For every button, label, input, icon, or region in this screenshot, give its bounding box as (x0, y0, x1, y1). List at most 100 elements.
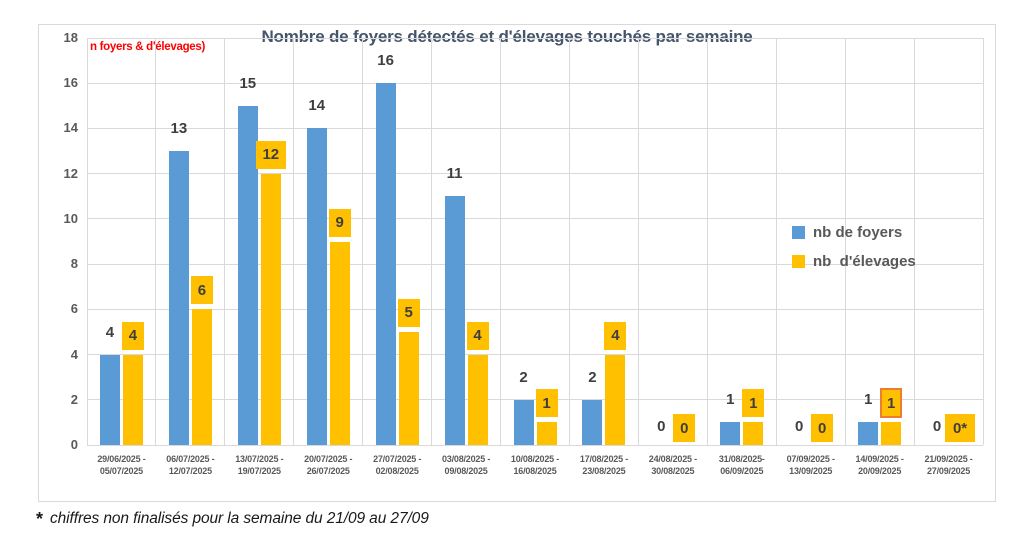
grid-vline (568, 38, 570, 445)
category-label: 13/07/2025 - 19/07/2025 (225, 453, 293, 477)
grid-hline (87, 173, 983, 175)
value-label-foyers: 16 (377, 52, 394, 70)
bar-foyers (444, 196, 465, 445)
category-label-line: 30/08/2025 (651, 466, 695, 476)
value-label-elevages: 0 (811, 414, 834, 442)
category-label: 14/09/2025 - 20/09/2025 (846, 453, 914, 477)
y-axis-tick-label: 12 (63, 165, 78, 181)
y-axis-tick-label: 16 (63, 75, 78, 91)
value-label-foyers: 1 (726, 391, 735, 409)
value-label-elevages: 5 (397, 298, 420, 327)
bar-elevages (605, 354, 626, 445)
value-label-foyers: 14 (308, 97, 326, 115)
category-label-line: 07/09/2025 - (786, 454, 835, 464)
value-label-elevages: 6 (190, 276, 213, 305)
grid-vline (362, 38, 364, 445)
category-label: 10/08/2025 - 16/08/2025 (501, 453, 569, 477)
legend-entry: nb d'élevages (792, 252, 916, 270)
y-axis-tick-label: 2 (70, 391, 78, 407)
category-label-line: 06/09/2025 (720, 466, 764, 476)
value-label-elevages: 1 (742, 389, 765, 418)
category-label-line: 27/07/2025 - (373, 454, 422, 464)
bar-elevages (260, 173, 281, 445)
bar-elevages (398, 331, 419, 445)
value-label-elevages: 1 (535, 389, 558, 418)
grid-hline (87, 263, 983, 265)
bar-elevages (191, 309, 212, 445)
grid-hline (87, 354, 983, 356)
legend-label: nb d'élevages (813, 252, 916, 270)
grid-vline (913, 38, 915, 445)
footnote-text: chiffres non finalisés pour la semaine d… (50, 510, 429, 527)
y-axis-tick-label: 4 (70, 346, 78, 362)
grid-hline (87, 218, 983, 220)
y-axis-tick-label: 14 (63, 120, 78, 136)
value-label-foyers: 1 (863, 391, 873, 409)
bar-elevages (881, 422, 902, 445)
category-label-line: 24/08/2025 - (648, 454, 697, 464)
grid-vline (706, 38, 708, 445)
category-label-line: 29/06/2025 - (97, 454, 146, 464)
category-label: 21/09/2025 - 27/09/2025 (915, 453, 983, 477)
value-label-elevages: 4 (121, 321, 144, 350)
category-label: 17/08/2025 - 23/08/2025 (570, 453, 638, 477)
footnote-asterisk: * (36, 509, 44, 529)
value-label-foyers: 0 (795, 418, 804, 435)
value-label-elevages: 9 (328, 208, 351, 237)
category-label: 20/07/2025 - 26/07/2025 (294, 453, 362, 477)
bar-foyers (237, 105, 258, 445)
category-label-line: 13/09/2025 (789, 466, 833, 476)
legend: nb de foyers nb d'élevages (792, 223, 916, 281)
category-label-line: 06/07/2025 - (166, 454, 215, 464)
bar-foyers (582, 399, 603, 445)
y-axis-tick-label: 0 (70, 437, 78, 452)
category-label: 03/08/2025 - 09/08/2025 (432, 453, 500, 477)
bar-elevages (467, 354, 488, 445)
bar-foyers (99, 354, 120, 445)
y-axis-tick-label: 10 (63, 210, 78, 226)
legend-swatch-foyers (792, 225, 805, 239)
category-label-line: 09/08/2025 (444, 466, 488, 476)
grid-hline (87, 127, 983, 129)
category-label: 24/08/2025 - 30/08/2025 (639, 453, 707, 477)
grid-vline (775, 38, 777, 445)
legend-swatch-elevages (792, 254, 805, 268)
y-axis-tick-label: 6 (70, 301, 78, 317)
category-label-line: 20/09/2025 (858, 466, 902, 476)
grid-vline (431, 38, 433, 445)
value-label-foyers: 2 (588, 368, 597, 386)
grid-vline (982, 38, 984, 445)
grid-hline (87, 82, 983, 84)
y-axis-tick-label: 18 (63, 30, 78, 45)
bar-foyers (168, 151, 189, 445)
value-label-elevages-selected: 1 (880, 388, 903, 419)
category-label-line: 17/08/2025 - (579, 454, 628, 464)
category-label-line: 05/07/2025 (99, 466, 143, 476)
y-axis-tick-label: 8 (70, 256, 78, 272)
bar-elevages (329, 241, 350, 445)
grid-hline (87, 444, 983, 446)
value-label-foyers: 13 (170, 120, 188, 138)
category-label-line: 16/08/2025 (513, 466, 557, 476)
chart-title: Nombre de foyers détectés et d'élevages … (261, 27, 753, 46)
value-label-elevages: 4 (466, 321, 489, 350)
grid-vline (86, 38, 88, 445)
grid-vline (637, 38, 639, 445)
bar-foyers (858, 422, 879, 445)
category-label-line: 10/08/2025 - (510, 454, 560, 464)
axis-unit-annotation: n foyers & d'élevages) (90, 41, 206, 53)
category-label-line: 13/07/2025 - (235, 454, 284, 464)
category-label-line: 02/08/2025 (375, 466, 419, 476)
category-label: 06/07/2025 - 12/07/2025 (156, 453, 224, 477)
category-label-line: 19/07/2025 (237, 466, 281, 476)
category-label-line: 21/09/2025 - (924, 454, 973, 464)
bar-elevages (122, 354, 143, 445)
value-label-foyers: 2 (519, 368, 528, 386)
grid-vline (500, 38, 502, 445)
grid-vline (155, 38, 157, 445)
value-label-foyers: 0 (932, 418, 942, 435)
category-label-line: 14/09/2025 - (855, 454, 904, 464)
category-label-line: 26/07/2025 (306, 466, 350, 476)
value-label-elevages: 4 (604, 321, 627, 350)
